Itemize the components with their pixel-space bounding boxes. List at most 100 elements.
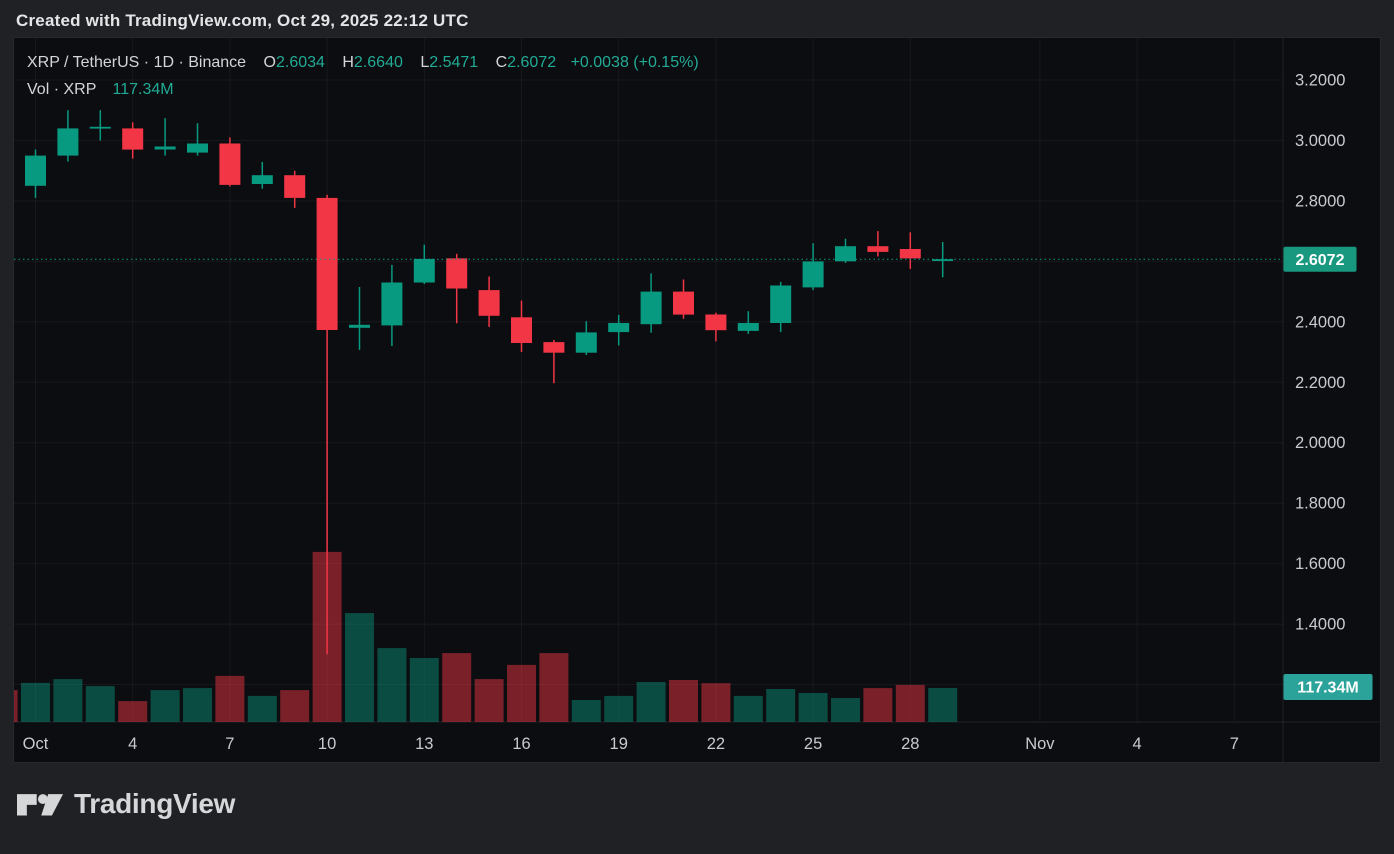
candle-body[interactable] (413, 258, 435, 283)
volume-bar[interactable] (345, 613, 374, 722)
volume-bar[interactable] (377, 648, 407, 722)
volume-bar[interactable] (183, 688, 212, 722)
price-tick-label[interactable]: 1.8000 (1295, 495, 1345, 513)
candlestick-chart[interactable]: 3.2000 3.0000 2.8000 2.4000 2.2000 2.0000 1.80… (14, 38, 1380, 762)
time-tick-label[interactable]: 7 (1230, 735, 1239, 753)
high-value: 2.6640 (353, 54, 403, 71)
time-tick-label[interactable]: 25 (804, 735, 822, 753)
candle-body[interactable] (770, 285, 792, 324)
volume-bar[interactable] (215, 675, 245, 722)
volume-bar[interactable] (571, 700, 601, 722)
price-tick-label[interactable]: 3.2000 (1295, 72, 1345, 90)
volume-bar[interactable] (21, 682, 50, 722)
candle-body[interactable] (608, 323, 630, 333)
candle-body[interactable] (284, 175, 306, 198)
candle-body[interactable] (316, 197, 338, 330)
candle-body[interactable] (251, 175, 273, 184)
candle-body[interactable] (899, 249, 921, 259)
time-tick-label[interactable]: 10 (318, 735, 336, 753)
candle-body[interactable] (543, 342, 565, 353)
candle-body[interactable] (57, 128, 79, 156)
tradingview-logo[interactable]: TradingView (17, 786, 235, 822)
price-tick-label[interactable]: 2.4000 (1295, 313, 1345, 331)
low-value: 2.5471 (429, 54, 479, 71)
candle-body[interactable] (511, 317, 532, 343)
candle-body[interactable] (25, 155, 46, 186)
time-tick-label[interactable]: 28 (901, 735, 919, 753)
volume-bar[interactable] (118, 701, 148, 722)
volume-bar[interactable] (733, 695, 763, 722)
volume-bar[interactable] (507, 664, 536, 722)
candle-body[interactable] (737, 323, 759, 331)
chart-legend: XRP / TetherUS · 1D · Binance O2.6034 H2… (27, 49, 699, 103)
time-tick-label[interactable]: 22 (707, 735, 725, 753)
svg-text:117.34M: 117.34M (1297, 680, 1358, 697)
time-tick-label[interactable]: 4 (1133, 735, 1142, 753)
volume-bar[interactable] (831, 698, 860, 722)
volume-bar[interactable] (14, 690, 18, 722)
volume-bar[interactable] (247, 695, 277, 722)
volume-bar[interactable] (539, 653, 569, 722)
volume-bar[interactable] (798, 693, 828, 722)
volume-bar[interactable] (280, 690, 310, 722)
volume-value: 117.34M (112, 81, 174, 98)
open-label: O (263, 54, 276, 71)
candle-body[interactable] (835, 246, 856, 262)
svg-text:2.6072: 2.6072 (1296, 252, 1345, 269)
volume-bar[interactable] (442, 653, 472, 722)
candle-body[interactable] (640, 291, 662, 325)
candle-body[interactable] (381, 282, 403, 326)
price-tick-label[interactable]: 2.2000 (1295, 374, 1345, 392)
volume-bar[interactable] (53, 679, 83, 722)
candle-body[interactable] (478, 290, 500, 316)
volume-bar[interactable] (474, 679, 504, 722)
candle-body[interactable] (802, 261, 824, 288)
candle-body[interactable] (89, 126, 111, 129)
candle-body[interactable] (446, 258, 468, 289)
price-tick-label[interactable]: 2.0000 (1295, 434, 1345, 452)
low-label: L (420, 54, 430, 71)
time-tick-label[interactable]: 7 (225, 735, 234, 753)
volume-bar[interactable] (895, 684, 925, 722)
candle-body[interactable] (154, 146, 176, 150)
volume-bar[interactable] (669, 680, 698, 722)
candle-body[interactable] (349, 324, 370, 328)
price-tick-label[interactable]: 1.6000 (1295, 555, 1345, 573)
volume-bar[interactable] (604, 695, 634, 722)
volume-badge[interactable]: 117.34M (1283, 674, 1373, 700)
volume-bar[interactable] (409, 658, 439, 722)
candle-body[interactable] (219, 143, 241, 185)
time-tick-label[interactable]: 13 (415, 735, 433, 753)
volume-bar[interactable] (766, 689, 796, 722)
time-tick-label[interactable]: 16 (512, 735, 530, 753)
high-label: H (342, 54, 354, 71)
time-tick-label[interactable]: 4 (128, 735, 137, 753)
volume-bar[interactable] (85, 686, 115, 722)
candle-body[interactable] (705, 314, 727, 331)
attribution-text: Created with TradingView.com, Oct 29, 20… (16, 11, 469, 30)
candle-body[interactable] (122, 128, 144, 150)
volume-bar[interactable] (701, 683, 731, 722)
change-value: +0.0038 (+0.15%) (570, 54, 699, 71)
volume-bar[interactable] (863, 688, 893, 722)
candle-body[interactable] (673, 291, 694, 315)
symbol-title[interactable]: XRP / TetherUS · 1D · Binance (27, 54, 247, 71)
volume-study-label[interactable]: Vol · XRP (27, 81, 97, 98)
price-badge[interactable]: 2.6072 (1283, 246, 1357, 272)
close-value: 2.6072 (507, 54, 557, 71)
time-tick-label[interactable]: Nov (1025, 735, 1055, 753)
time-tick-label[interactable]: 19 (610, 735, 628, 753)
price-tick-label[interactable]: 1.4000 (1295, 616, 1345, 634)
open-value: 2.6034 (275, 54, 325, 71)
volume-bar[interactable] (150, 690, 180, 722)
candle-body[interactable] (867, 246, 889, 252)
time-tick-label[interactable]: Oct (23, 735, 49, 753)
price-tick-label[interactable]: 2.8000 (1295, 192, 1345, 210)
volume-bar[interactable] (928, 688, 958, 722)
candle-body[interactable] (932, 259, 954, 261)
volume-bar[interactable] (636, 682, 666, 722)
candle-body[interactable] (575, 332, 597, 353)
price-tick-label[interactable]: 3.0000 (1295, 132, 1345, 150)
candle-body[interactable] (187, 143, 208, 153)
